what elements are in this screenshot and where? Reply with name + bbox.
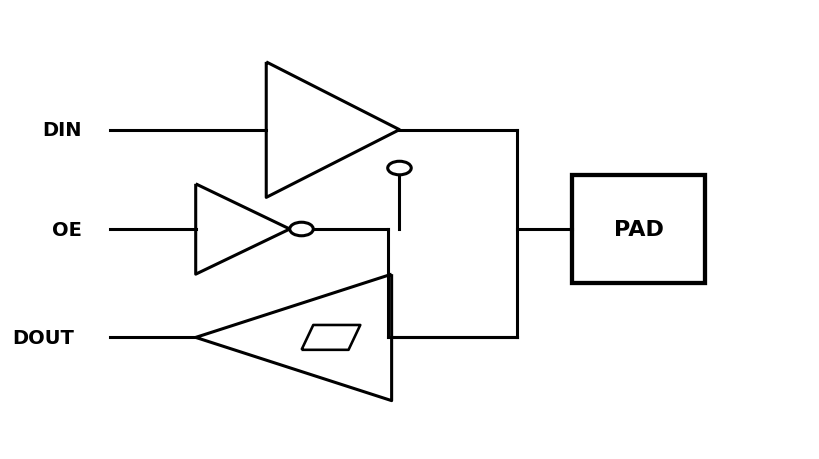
Text: OE: OE (52, 220, 82, 239)
Text: DOUT: DOUT (12, 328, 75, 347)
Circle shape (387, 162, 411, 175)
Bar (572, 175, 705, 284)
Circle shape (290, 223, 313, 236)
Text: PAD: PAD (613, 219, 663, 240)
Text: DIN: DIN (43, 121, 82, 140)
